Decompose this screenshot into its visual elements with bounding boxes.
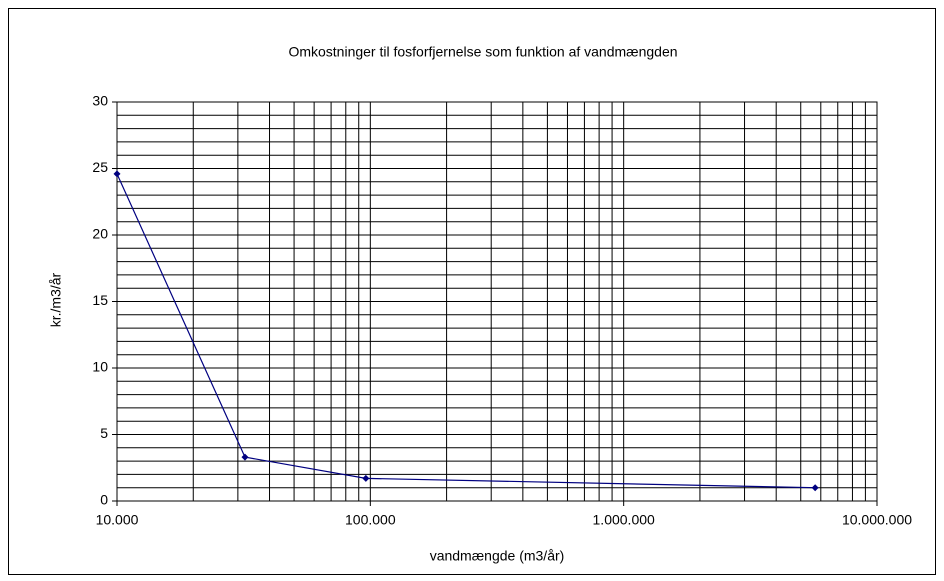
y-tick-label: 10 — [92, 359, 108, 375]
data-point — [811, 484, 819, 492]
y-tick-label: 25 — [92, 159, 108, 175]
data-point — [241, 453, 249, 461]
y-tick-label: 20 — [92, 226, 108, 242]
x-tick-label: 10.000 — [96, 512, 139, 528]
y-tick-label: 0 — [100, 492, 108, 508]
y-tick-label: 5 — [100, 425, 108, 441]
y-tick-label: 15 — [92, 292, 108, 308]
data-point — [362, 474, 370, 482]
x-tick-label: 100.000 — [345, 512, 396, 528]
y-tick-label: 30 — [92, 93, 108, 109]
x-axis-label: vandmængde (m3/år) — [430, 548, 565, 564]
data-line — [116, 173, 816, 489]
x-tick-label: 10.000.000 — [842, 512, 912, 528]
x-tick-label: 1.000.000 — [593, 512, 655, 528]
chart-title: Omkostninger til fosforfjernelse som fun… — [288, 44, 677, 60]
y-axis-label: kr./m3/år — [48, 272, 64, 327]
data-point — [113, 170, 121, 178]
